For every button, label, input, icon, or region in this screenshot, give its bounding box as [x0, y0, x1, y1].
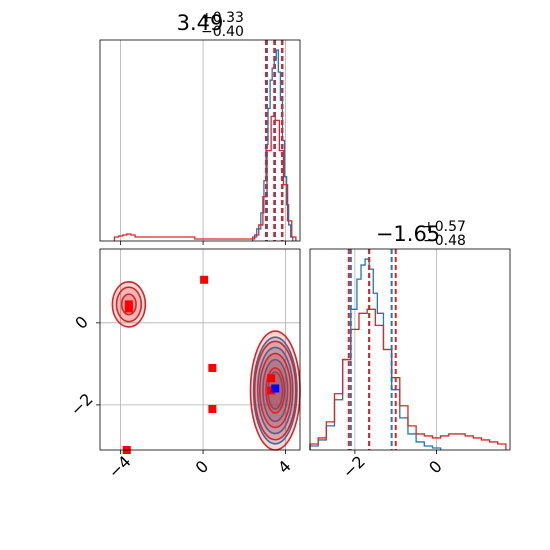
right-histogram-series [309, 258, 507, 450]
blue-marker [271, 384, 280, 393]
red-marker [208, 363, 217, 372]
top-histogram-panel: 3.49 +0.33 −0.40 [99, 10, 301, 245]
right-title-value: −1.65 [376, 222, 440, 246]
red-marker [208, 404, 217, 413]
right-histogram-panel: −2 0 −1.65 +0.57 −0.48 [309, 219, 511, 482]
scatter-ytick-label: −2 [67, 389, 97, 419]
right-xtick-label: −2 [339, 452, 369, 482]
right-histogram-series-1 [309, 308, 507, 450]
top-histogram-series-1 [113, 115, 297, 241]
red-marker [124, 304, 133, 313]
right-histogram-ticks: −2 0 [339, 450, 446, 482]
top-histogram-title: 3.49 [177, 11, 224, 35]
top-histogram-frame [99, 39, 301, 242]
scatter-xtick-label: 4 [274, 457, 295, 478]
red-marker [267, 386, 276, 395]
top-title-minus: −0.40 [201, 24, 244, 40]
right-xtick-label: 0 [425, 457, 446, 478]
red-marker [267, 374, 276, 383]
red-marker [200, 275, 209, 284]
top-title-plus: +0.33 [201, 10, 244, 26]
top-histogram-series-0 [251, 49, 294, 241]
right-title-plus: +0.57 [423, 219, 466, 235]
top-title-value: 3.49 [177, 11, 224, 35]
scatter-contours [111, 281, 301, 451]
scatter-frame [99, 248, 301, 451]
scatter-xtick-label: −4 [104, 452, 134, 482]
right-histogram-title: −1.65 [376, 222, 440, 246]
scatter-ytick-label: 0 [71, 312, 92, 333]
right-histogram-frame [309, 248, 511, 451]
top-histogram-ticks [120, 241, 286, 245]
red-marker [124, 300, 133, 309]
scatter-panel: −4 0 4 0 −2 [67, 248, 301, 482]
right-histogram-quantiles [347, 249, 397, 450]
right-title-minus: −0.48 [423, 233, 466, 249]
top-histogram-grid [120, 40, 286, 241]
scatter-xtick-label: 0 [192, 457, 213, 478]
right-histogram-grid [354, 249, 437, 450]
top-histogram-quantiles [264, 40, 284, 241]
top-histogram-series [113, 49, 297, 241]
